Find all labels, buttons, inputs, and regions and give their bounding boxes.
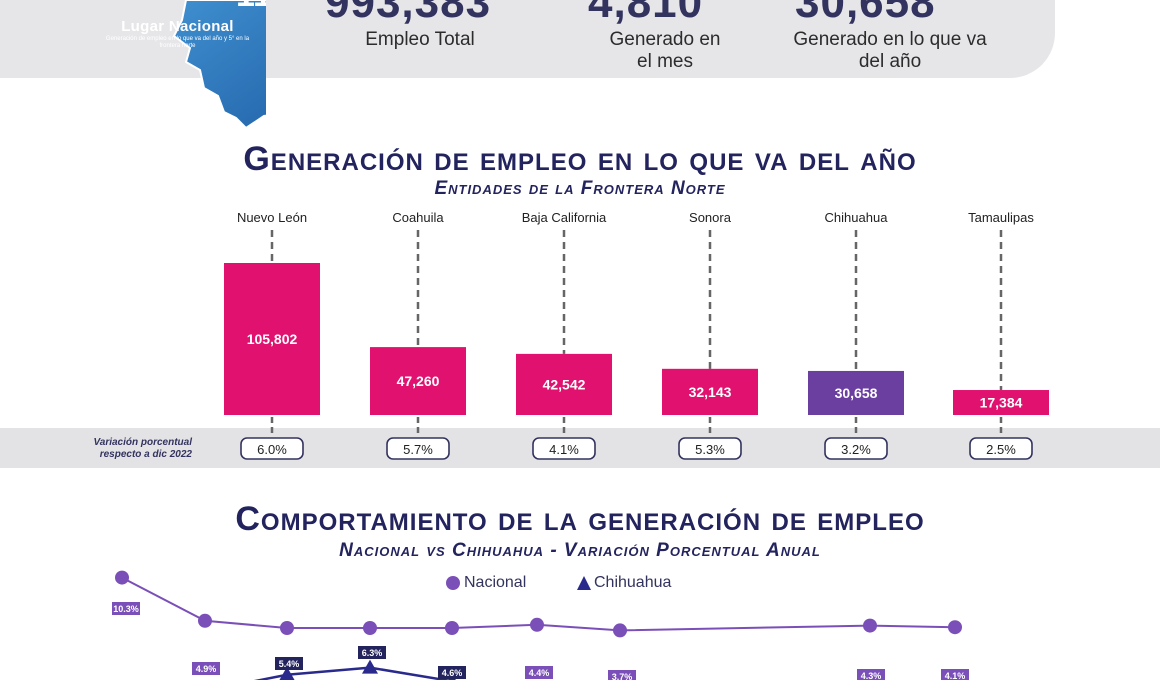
bar-value-label: 17,384 bbox=[980, 395, 1023, 411]
bar-value-label: 30,658 bbox=[835, 385, 878, 401]
line-data-label: 4.4% bbox=[529, 668, 550, 678]
kpi-month-label: Generado en el mes bbox=[609, 29, 721, 72]
line-data-label: 4.3% bbox=[861, 671, 882, 680]
variation-value: 2.5% bbox=[986, 442, 1016, 457]
bar-category-label: Baja California bbox=[522, 210, 607, 225]
bar-value-label: 32,143 bbox=[689, 384, 732, 400]
line-data-label: 6.3% bbox=[362, 648, 383, 658]
badge-subtitle: Generación de empleo en lo que va del añ… bbox=[105, 36, 250, 49]
kpi-total-value: 993,383 bbox=[325, 0, 492, 27]
variation-box bbox=[824, 437, 888, 460]
line-data-label-bg bbox=[275, 657, 303, 670]
badge-text: Lugar Nacional Generación de empleo en l… bbox=[95, 18, 260, 50]
point-nacional bbox=[530, 617, 544, 632]
badge-title: Lugar Nacional bbox=[121, 18, 234, 35]
bar-value-label: 47,260 bbox=[397, 373, 440, 389]
line-data-label-bg bbox=[941, 669, 969, 680]
variation-value: 4.1% bbox=[549, 442, 579, 457]
bar-category-label: Coahuila bbox=[392, 210, 444, 225]
line-data-label: 4.1% bbox=[945, 671, 966, 680]
point-nacional bbox=[613, 623, 627, 638]
variation-label: Variación porcentual respecto a dic 2022 bbox=[93, 437, 192, 460]
bar bbox=[662, 368, 758, 415]
point-nacional bbox=[115, 570, 129, 585]
bar bbox=[224, 263, 320, 415]
kpi-year-value: 30,658 bbox=[795, 0, 936, 27]
kpi-banner bbox=[0, 0, 1055, 78]
line-data-label: 5.4% bbox=[279, 659, 300, 669]
badge-number: 11 bbox=[236, 0, 266, 14]
variation-value: 3.2% bbox=[841, 442, 871, 457]
variation-value: 6.0% bbox=[257, 442, 287, 457]
variation-value: 5.3% bbox=[695, 442, 725, 457]
line-data-label: 4.6% bbox=[442, 668, 463, 678]
line-data-label-bg bbox=[112, 602, 140, 615]
state-map-badge: 11 bbox=[172, 0, 266, 128]
point-chihuahua bbox=[279, 666, 295, 680]
kpi-year-label: Generado en lo que va del año bbox=[793, 29, 987, 72]
bar bbox=[808, 370, 904, 415]
line-chart-title: Comportamiento de la generación de emple… bbox=[235, 500, 925, 538]
chihuahua-map-icon bbox=[172, 0, 266, 128]
point-nacional bbox=[948, 620, 962, 635]
bar bbox=[953, 390, 1049, 415]
variation-box bbox=[532, 437, 596, 460]
point-nacional bbox=[363, 621, 377, 635]
variation-value: 5.7% bbox=[403, 442, 433, 457]
point-nacional bbox=[198, 613, 212, 628]
line-data-label-bg bbox=[438, 666, 466, 679]
bar bbox=[516, 353, 612, 415]
line-chart-subtitle: Nacional vs Chihuahua - Variación Porcen… bbox=[339, 540, 821, 561]
bar-category-label: Tamaulipas bbox=[968, 210, 1034, 225]
line-data-label-bg bbox=[608, 670, 636, 680]
bar-chart-subtitle: Entidades de la Frontera Norte bbox=[434, 178, 726, 199]
line-data-label: 10.3% bbox=[113, 604, 139, 614]
legend-circle-icon bbox=[446, 576, 460, 590]
point-nacional bbox=[863, 618, 877, 633]
line-data-label-bg bbox=[857, 669, 885, 680]
point-chihuahua bbox=[362, 659, 378, 674]
legend-triangle-icon bbox=[577, 576, 591, 590]
bar-category-label: Sonora bbox=[689, 210, 732, 225]
bar-chart-title: Generación de empleo en lo que va del añ… bbox=[243, 140, 917, 178]
bar-category-label: Chihuahua bbox=[825, 210, 889, 225]
variation-box bbox=[240, 437, 304, 460]
line-data-label-bg bbox=[192, 662, 220, 675]
legend-nacional: Nacional bbox=[464, 574, 527, 591]
bar-category-label: Nuevo León bbox=[237, 210, 307, 225]
line-data-label-bg bbox=[525, 666, 553, 679]
bar-value-label: 105,802 bbox=[247, 331, 298, 347]
line-data-label-bg bbox=[358, 646, 386, 659]
bar-value-label: 42,542 bbox=[543, 376, 586, 392]
variation-box bbox=[969, 437, 1033, 460]
variation-box bbox=[678, 437, 742, 460]
variation-box bbox=[386, 437, 450, 460]
line-data-label: 4.9% bbox=[196, 664, 217, 674]
line-data-label: 3.7% bbox=[612, 672, 633, 680]
legend-chihuahua: Chihuahua bbox=[594, 574, 672, 591]
point-nacional bbox=[445, 621, 459, 635]
point-nacional bbox=[280, 621, 294, 635]
bar bbox=[370, 347, 466, 415]
kpi-total-label: Empleo Total bbox=[365, 29, 475, 50]
kpi-month-value: 4,810 bbox=[588, 0, 704, 27]
